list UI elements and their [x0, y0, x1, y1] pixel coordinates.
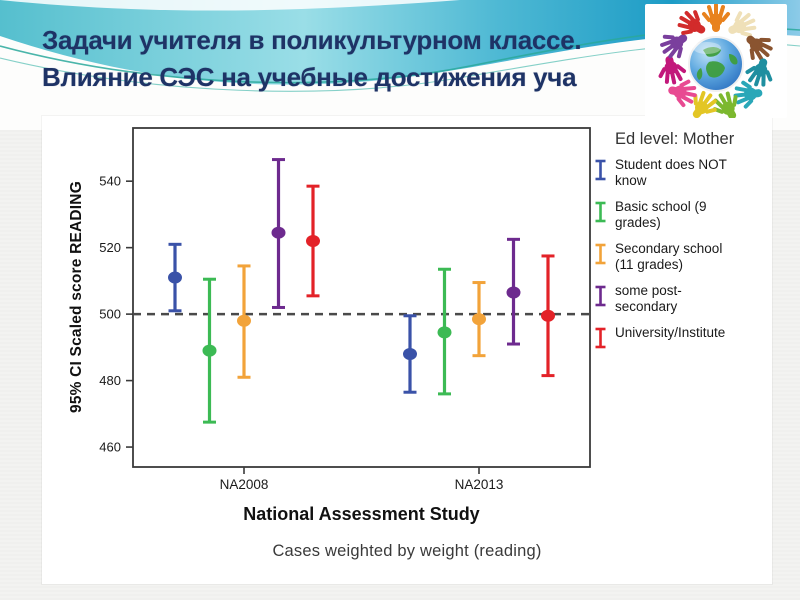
legend-label: Student does NOT know: [615, 157, 727, 189]
slide-title-line-2: Влияние СЭС на учебные достижения уча: [42, 62, 577, 92]
legend-item: some post- secondary: [594, 283, 772, 316]
x-tick-label: NA2008: [220, 477, 269, 492]
legend-label: some post- secondary: [615, 282, 682, 315]
errorbar-icon: [595, 285, 606, 307]
errorbar-icon: [595, 201, 606, 223]
plot-frame: [132, 127, 591, 468]
y-tick-label: 540: [99, 174, 121, 189]
legend-title: Ed level: Mother: [615, 130, 735, 148]
chart-panel: 460 480 500 520 540 NA2008 NA2013 95% CI Scale…: [42, 116, 772, 584]
errorbar-chart: 460 480 500 520 540 NA2008 NA2013: [99, 127, 591, 492]
hands-globe-icon: [645, 4, 787, 118]
mean-marker: [202, 344, 217, 357]
mean-marker: [506, 286, 521, 299]
chart-legend: Ed level: Mother Student does NOT know Ba…: [594, 130, 772, 350]
mean-marker: [168, 271, 182, 284]
y-tick-label: 460: [99, 440, 121, 455]
x-tick-label: NA2013: [455, 477, 504, 492]
mean-marker: [237, 314, 251, 327]
y-tick-label: 480: [99, 373, 121, 388]
errorbar-icon: [595, 159, 606, 181]
mean-marker: [472, 313, 486, 326]
chart-caption: Cases weighted by weight (reading): [272, 542, 542, 560]
x-axis-title: National Assessment Study: [243, 504, 480, 524]
mean-marker: [306, 235, 320, 247]
legend-item: Basic school (9 grades): [594, 199, 772, 232]
legend-item: Secondary school (11 grades): [594, 241, 772, 274]
y-tick-label: 520: [99, 240, 121, 255]
y-tick-label: 500: [99, 307, 121, 322]
mean-marker: [403, 348, 417, 360]
mean-marker: [541, 309, 555, 322]
legend-label: Basic school (9 grades): [615, 198, 707, 231]
legend-label: Secondary school (11 grades): [615, 240, 723, 273]
legend-item: Student does NOT know: [594, 157, 772, 190]
y-axis-title: 95% CI Scaled score READING: [68, 181, 85, 414]
legend-items: Student does NOT know Basic school (9 gra…: [594, 157, 772, 350]
diversity-hands-image: [645, 4, 787, 118]
mean-marker: [437, 326, 452, 339]
slide-title-line-1: Задачи учителя в поликультурном классе.: [42, 25, 582, 55]
mean-marker: [271, 226, 286, 239]
legend-item: University/Institute: [594, 325, 772, 350]
legend-label: University/Institute: [615, 324, 726, 340]
errorbar-icon: [595, 327, 606, 349]
errorbar-icon: [595, 243, 606, 265]
slide-title: Задачи учителя в поликультурном классе. …: [42, 22, 582, 96]
